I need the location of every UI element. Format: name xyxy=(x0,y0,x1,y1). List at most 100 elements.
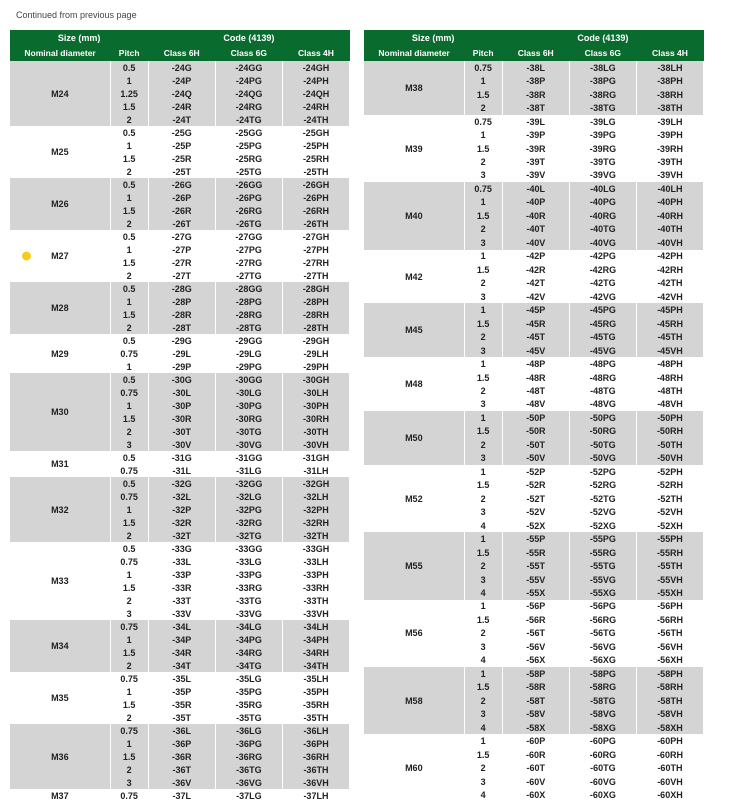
table-row: M240.5-24G-24GG-24GH xyxy=(10,61,350,74)
cell-diameter: M42 xyxy=(364,250,464,304)
cell-class-4h: -29GH xyxy=(282,334,349,347)
cell-class-4h: -60PH xyxy=(636,734,703,747)
cell-class-6h: -28G xyxy=(148,282,215,295)
cell-class-6h: -24R xyxy=(148,100,215,113)
cell-class-6h: -32P xyxy=(148,503,215,516)
cell-class-6g: -52PG xyxy=(569,465,636,478)
cell-class-6h: -56R xyxy=(502,613,569,626)
cell-class-6g: -56PG xyxy=(569,600,636,613)
cell-class-6h: -29G xyxy=(148,334,215,347)
cell-class-6h: -50P xyxy=(502,411,569,424)
cell-class-6g: -50TG xyxy=(569,438,636,451)
cell-diameter: M34 xyxy=(10,620,110,672)
hdr-6g: Class 6G xyxy=(569,46,636,61)
cell-class-6h: -37L xyxy=(148,789,215,802)
cell-class-4h: -52RH xyxy=(636,479,703,492)
cell-class-6g: -56XG xyxy=(569,654,636,667)
cell-class-6h: -26G xyxy=(148,178,215,191)
cell-class-4h: -33LH xyxy=(282,555,349,568)
cell-class-4h: -39PH xyxy=(636,128,703,141)
cell-class-6g: -58PG xyxy=(569,667,636,680)
cell-diameter: M60 xyxy=(364,734,464,802)
cell-class-4h: -25GH xyxy=(282,126,349,139)
table-row: M551-55P-55PG-55PH xyxy=(364,532,704,545)
cell-class-4h: -25TH xyxy=(282,165,349,178)
cell-class-6g: -39PG xyxy=(569,128,636,141)
cell-class-6g: -45RG xyxy=(569,317,636,330)
cell-pitch: 1 xyxy=(464,532,502,545)
cell-class-4h: -36LH xyxy=(282,724,349,737)
cell-class-6h: -60R xyxy=(502,748,569,761)
table-left-head: Size (mm) Code (4139) Nominal diameter P… xyxy=(10,30,350,61)
cell-class-6g: -55XG xyxy=(569,586,636,599)
cell-class-6g: -39LG xyxy=(569,115,636,128)
diameter-label: M34 xyxy=(51,641,69,651)
cell-pitch: 3 xyxy=(464,775,502,788)
hdr-6g: Class 6G xyxy=(215,46,282,61)
cell-class-6g: -38RG xyxy=(569,88,636,101)
cell-pitch: 0.5 xyxy=(110,334,148,347)
diameter-label: M28 xyxy=(51,303,69,313)
cell-pitch: 1.5 xyxy=(464,142,502,155)
cell-class-6h: -30V xyxy=(148,438,215,451)
cell-class-6h: -56V xyxy=(502,640,569,653)
diameter-label: M24 xyxy=(51,89,69,99)
diameter-label: M56 xyxy=(405,628,423,638)
hdr-4h: Class 4H xyxy=(282,46,349,61)
cell-class-6h: -42T xyxy=(502,277,569,290)
cell-class-4h: -33TH xyxy=(282,594,349,607)
cell-class-6g: -55PG xyxy=(569,532,636,545)
cell-pitch: 1.5 xyxy=(464,613,502,626)
cell-class-4h: -27PH xyxy=(282,243,349,256)
cell-class-4h: -52VH xyxy=(636,505,703,518)
cell-pitch: 2 xyxy=(464,438,502,451)
cell-pitch: 0.5 xyxy=(110,373,148,386)
table-row: M581-58P-58PG-58PH xyxy=(364,667,704,680)
cell-pitch: 2 xyxy=(110,594,148,607)
cell-class-4h: -50RH xyxy=(636,425,703,438)
cell-class-4h: -52PH xyxy=(636,465,703,478)
cell-class-6g: -27RG xyxy=(215,256,282,269)
cell-pitch: 0.75 xyxy=(110,464,148,477)
cell-pitch: 1.5 xyxy=(464,479,502,492)
cell-pitch: 2 xyxy=(110,269,148,282)
cell-class-4h: -28GH xyxy=(282,282,349,295)
cell-diameter: M29 xyxy=(10,334,110,373)
cell-class-6g: -39VG xyxy=(569,169,636,182)
cell-pitch: 0.75 xyxy=(110,620,148,633)
cell-pitch: 2 xyxy=(464,559,502,572)
diameter-label: M58 xyxy=(405,696,423,706)
cell-pitch: 1.5 xyxy=(464,425,502,438)
cell-class-6h: -27G xyxy=(148,230,215,243)
cell-class-6h: -38L xyxy=(502,61,569,74)
cell-pitch: 4 xyxy=(464,586,502,599)
cell-class-6h: -32L xyxy=(148,490,215,503)
cell-class-6h: -36R xyxy=(148,750,215,763)
cell-pitch: 2 xyxy=(464,330,502,343)
cell-pitch: 2 xyxy=(110,165,148,178)
cell-class-4h: -56RH xyxy=(636,613,703,626)
cell-class-6g: -60RG xyxy=(569,748,636,761)
cell-class-6g: -36LG xyxy=(215,724,282,737)
cell-class-6g: -48VG xyxy=(569,398,636,411)
table-row: M290.5-29G-29GG-29GH xyxy=(10,334,350,347)
diameter-label: M48 xyxy=(405,379,423,389)
cell-class-4h: -37LH xyxy=(282,789,349,802)
cell-diameter: M48 xyxy=(364,357,464,411)
cell-class-6g: -38LG xyxy=(569,61,636,74)
cell-pitch: 1.5 xyxy=(110,412,148,425)
cell-class-6g: -35LG xyxy=(215,672,282,685)
cell-class-6h: -48T xyxy=(502,384,569,397)
cell-class-4h: -24PH xyxy=(282,74,349,87)
hdr-code: Code (4139) xyxy=(502,30,703,46)
cell-class-6h: -30P xyxy=(148,399,215,412)
cell-class-4h: -58VH xyxy=(636,708,703,721)
cell-class-6h: -50R xyxy=(502,425,569,438)
table-row: M370.75-37L-37LG-37LH xyxy=(10,789,350,802)
cell-pitch: 1 xyxy=(110,503,148,516)
cell-pitch: 3 xyxy=(464,344,502,357)
cell-class-6h: -27R xyxy=(148,256,215,269)
cell-class-6g: -31GG xyxy=(215,451,282,464)
cell-class-6g: -58TG xyxy=(569,694,636,707)
cell-pitch: 2 xyxy=(464,101,502,114)
